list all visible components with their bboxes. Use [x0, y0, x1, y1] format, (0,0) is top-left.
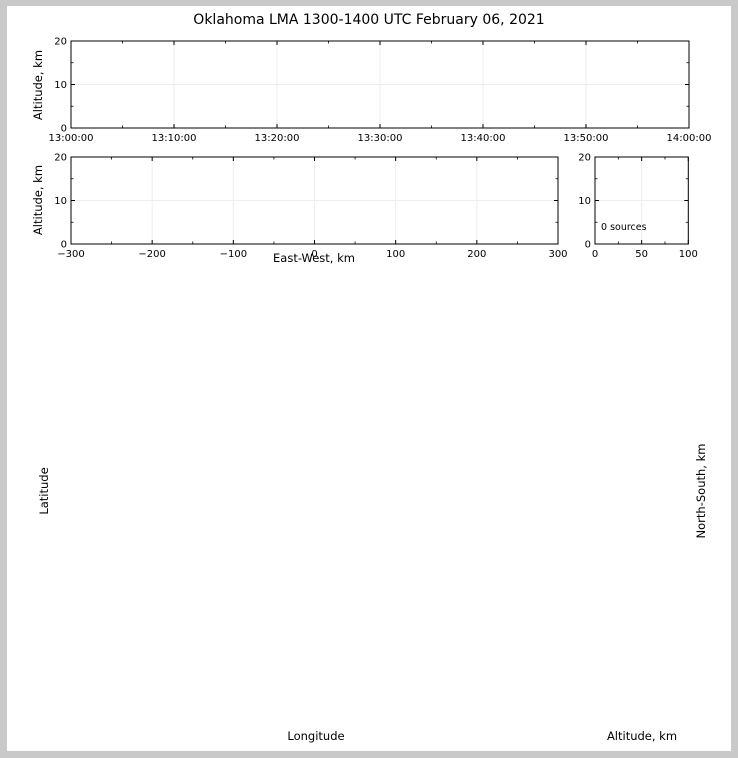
time-height-panel[interactable] — [71, 41, 689, 128]
svg-text:13:50:00: 13:50:00 — [564, 133, 609, 144]
ew-height-xlabel: East-West, km — [273, 251, 355, 265]
svg-text:20: 20 — [54, 153, 67, 164]
ns-height-xlabel: Altitude, km — [606, 729, 678, 743]
plan-view-map-panel[interactable] — [74, 275, 557, 708]
svg-text:−200: −200 — [138, 249, 165, 260]
figure-background — [7, 6, 731, 751]
north-south-height-panel[interactable] — [596, 274, 689, 708]
east-west-height-panel[interactable] — [71, 157, 558, 244]
svg-text:13:00:00: 13:00:00 — [49, 133, 94, 144]
svg-text:13:30:00: 13:30:00 — [358, 133, 403, 144]
svg-text:100: 100 — [679, 249, 698, 260]
svg-text:50: 50 — [635, 249, 648, 260]
svg-text:0: 0 — [592, 249, 598, 260]
ns-height-ylabel: North-South, km — [694, 443, 708, 539]
svg-text:−300: −300 — [57, 249, 84, 260]
svg-text:200: 200 — [467, 249, 486, 260]
svg-text:0: 0 — [61, 124, 67, 135]
svg-text:−100: −100 — [220, 249, 247, 260]
svg-text:13:20:00: 13:20:00 — [255, 133, 300, 144]
svg-text:10: 10 — [54, 196, 67, 207]
svg-text:0: 0 — [585, 240, 591, 251]
source-count-annotation: 0 sources — [601, 222, 647, 233]
svg-text:0: 0 — [311, 249, 317, 260]
svg-text:100: 100 — [386, 249, 405, 260]
svg-text:20: 20 — [578, 153, 591, 164]
svg-text:14:00:00: 14:00:00 — [667, 133, 712, 144]
map-xlabel: Longitude — [287, 729, 345, 743]
time-height-ylabel: Altitude, km — [31, 49, 45, 121]
page-title: Oklahoma LMA 1300-1400 UTC February 06, … — [193, 12, 545, 28]
svg-text:0: 0 — [61, 240, 67, 251]
svg-text:20: 20 — [54, 37, 67, 48]
svg-text:10: 10 — [54, 80, 67, 91]
svg-text:13:40:00: 13:40:00 — [461, 133, 506, 144]
svg-text:300: 300 — [548, 249, 567, 260]
ew-height-ylabel: Altitude, km — [31, 164, 45, 236]
svg-text:10: 10 — [578, 196, 591, 207]
svg-text:13:10:00: 13:10:00 — [152, 133, 197, 144]
map-ylabel: Latitude — [37, 467, 51, 515]
